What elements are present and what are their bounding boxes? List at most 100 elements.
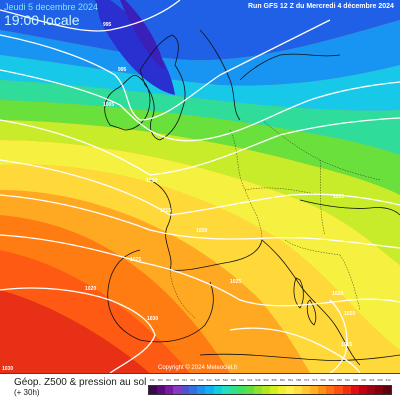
scale-swatch [205, 386, 214, 394]
scale-label: 544 [247, 378, 253, 382]
scale-swatch [286, 386, 295, 394]
scale-label: 580 [320, 378, 326, 382]
scale-label: 512 [182, 378, 188, 382]
isobar-label: 1015 [160, 208, 171, 214]
scale-label: 528 [214, 378, 220, 382]
scale-swatch [229, 386, 238, 394]
z500-band-skyblue [0, 20, 400, 86]
scale-label: 524 [206, 378, 212, 382]
scale-label: 572 [304, 378, 310, 382]
forecast-date: Jeudi 5 decembre 2024 [4, 2, 99, 12]
isobar-label: 1025 [333, 194, 344, 200]
scale-swatch [310, 386, 319, 394]
scale-label: 536 [230, 378, 236, 382]
scale-swatches [148, 385, 392, 395]
scale-label: 516 [190, 378, 196, 382]
isobar-label: 1025 [130, 257, 141, 263]
scale-swatch [334, 386, 343, 394]
scale-swatch [245, 386, 254, 394]
isobars [0, 0, 400, 373]
isobar-labels: 995 995 1005 1010 1015 1020 1025 1020 10… [2, 22, 355, 372]
scale-swatch [318, 386, 327, 394]
copyright-notice: Copyright © 2024 Meteociel.fr [158, 365, 238, 371]
z500-band-red [0, 250, 190, 373]
z500-trough-core [120, 0, 165, 70]
z500-band-lightorange [0, 190, 310, 373]
scale-label: 596 [353, 378, 359, 382]
z500-band-green [0, 100, 400, 195]
scale-swatch [278, 386, 287, 394]
scale-swatch [213, 386, 222, 394]
scale-label: 540 [239, 378, 245, 382]
legend-subtitle: (+ 30h) [14, 388, 40, 397]
z500-band-orange [0, 215, 230, 373]
z500-band-yellow [0, 164, 400, 373]
legend-title: Géop. Z500 & pression au sol [14, 377, 147, 388]
scale-swatch [269, 386, 278, 394]
isobar-label: 995 [118, 67, 127, 73]
z500-band-teal [0, 80, 400, 155]
scale-swatch [253, 386, 262, 394]
isobar-label: 1030 [2, 366, 13, 372]
scale-label: 588 [336, 378, 342, 382]
isobar-label: 1020 [196, 228, 207, 234]
scale-labels: 492 500 504 508 512 516 520 524 528 532 536 540 544 5… [148, 376, 392, 384]
scale-label: 600 [361, 378, 367, 382]
scale-swatch [294, 386, 303, 394]
z500-band-paleyellow [0, 140, 400, 350]
scale-label: 492 [149, 378, 155, 382]
z500-band-lime [0, 120, 400, 265]
scale-swatch [366, 386, 375, 394]
scale-label: 608 [377, 378, 383, 382]
scale-label: 560 [279, 378, 285, 382]
scale-label: 604 [369, 378, 375, 382]
scale-label: 568 [296, 378, 302, 382]
scale-swatch [149, 386, 158, 394]
scale-label: 520 [198, 378, 204, 382]
scale-label: 612 [385, 378, 391, 382]
scale-swatch [382, 386, 391, 394]
scale-swatch [350, 386, 359, 394]
scale-swatch [358, 386, 367, 394]
scale-swatch [237, 386, 246, 394]
scale-swatch [326, 386, 335, 394]
weather-map: 995 995 1005 1010 1015 1020 1025 1020 10… [0, 0, 400, 373]
scale-label: 592 [344, 378, 350, 382]
scale-label: 504 [165, 378, 171, 382]
isobar-label: 1030 [147, 316, 158, 322]
scale-label: 576 [312, 378, 318, 382]
scale-label: 500 [157, 378, 163, 382]
isobar-label: 1020 [332, 291, 343, 297]
scale-label: 552 [263, 378, 269, 382]
forecast-time: 19:00 locale [4, 12, 80, 28]
scale-swatch [221, 386, 230, 394]
scale-label: 508 [173, 378, 179, 382]
model-run-info: Run GFS 12 Z du Mercredi 4 décembre 2024 [248, 3, 394, 10]
scale-swatch [261, 386, 270, 394]
z500-trough-low [95, 0, 175, 95]
scale-swatch [302, 386, 311, 394]
color-scale: 492 500 504 508 512 516 520 524 528 532 536 540 544 5… [148, 376, 392, 396]
isobar-label: 1005 [103, 102, 114, 108]
z500-band-darkred [0, 290, 150, 373]
scale-label: 548 [255, 378, 261, 382]
scale-swatch [165, 386, 174, 394]
scale-swatch [173, 386, 182, 394]
isobar-label: 1020 [344, 311, 355, 317]
scale-swatch [189, 386, 198, 394]
z500-band-cyan [0, 55, 400, 111]
isobar-label: 1020 [85, 286, 96, 292]
scale-swatch [342, 386, 351, 394]
scale-label: 532 [222, 378, 228, 382]
isobar-label: 995 [103, 22, 112, 28]
isobar-label: 1010 [146, 178, 157, 184]
scale-label: 564 [287, 378, 293, 382]
scale-swatch [374, 386, 383, 394]
isobar-label: 1025 [230, 279, 241, 285]
scale-swatch [157, 386, 166, 394]
scale-swatch [197, 386, 206, 394]
scale-label: 584 [328, 378, 334, 382]
scale-swatch [181, 386, 190, 394]
scale-label: 556 [271, 378, 277, 382]
isobar-label: 1015 [341, 342, 352, 348]
